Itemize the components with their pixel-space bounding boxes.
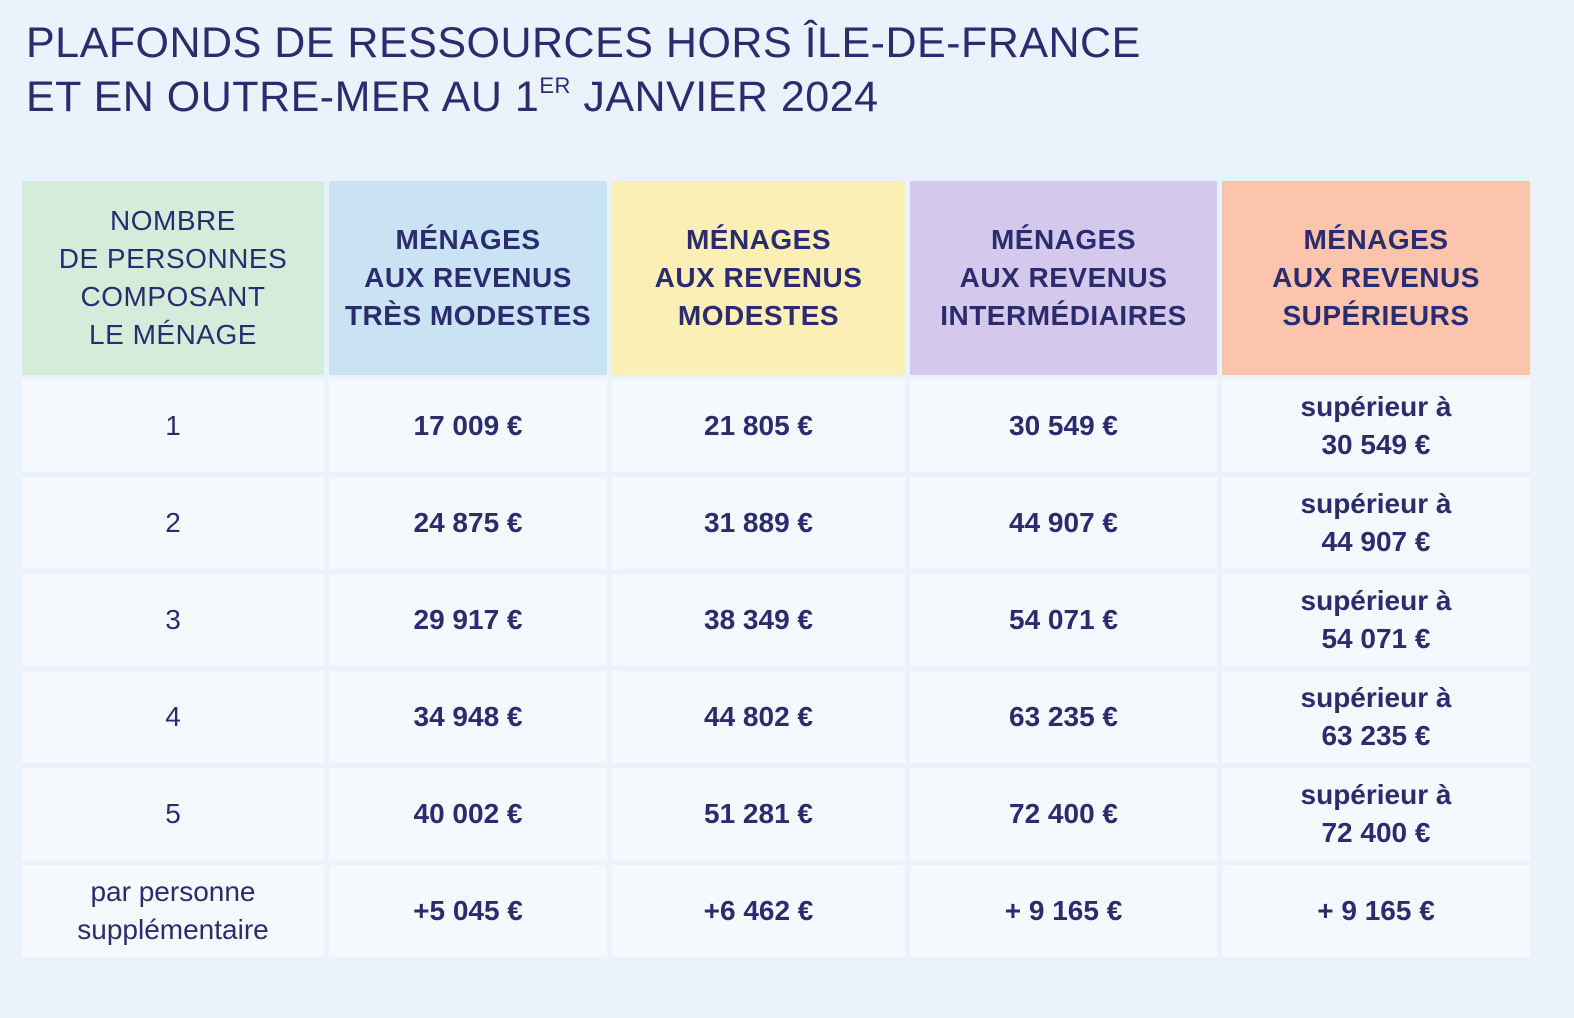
modest-cell: 38 349 € — [612, 574, 905, 666]
modest-cell: 21 805 € — [612, 380, 905, 472]
household-size-cell: 1 — [22, 380, 324, 472]
header-household-size: NOMBRE DE PERSONNES COMPOSANT LE MÉNAGE — [22, 181, 324, 375]
table-row: 1 17 009 € 21 805 € 30 549 € supérieur à… — [22, 380, 1530, 472]
very-modest-cell: 17 009 € — [329, 380, 607, 472]
header-intermediate: MÉNAGES AUX REVENUS INTERMÉDIAIRES — [910, 181, 1217, 375]
header-modest: MÉNAGES AUX REVENUS MODESTES — [612, 181, 905, 375]
upper-cell: supérieur à 63 235 € — [1222, 671, 1530, 763]
upper-cell: supérieur à 72 400 € — [1222, 768, 1530, 860]
very-modest-cell: 34 948 € — [329, 671, 607, 763]
title-superscript: ER — [539, 73, 571, 98]
upper-cell: supérieur à 30 549 € — [1222, 380, 1530, 472]
table-row: 4 34 948 € 44 802 € 63 235 € supérieur à… — [22, 671, 1530, 763]
table-row: 3 29 917 € 38 349 € 54 071 € supérieur à… — [22, 574, 1530, 666]
title-line-2-start: ET EN OUTRE-MER AU 1 — [26, 73, 540, 121]
upper-cell: supérieur à 44 907 € — [1222, 477, 1530, 569]
upper-cell: + 9 165 € — [1222, 865, 1530, 957]
intermediate-cell: 63 235 € — [910, 671, 1217, 763]
intermediate-cell: 72 400 € — [910, 768, 1217, 860]
header-upper: MÉNAGES AUX REVENUS SUPÉRIEURS — [1222, 181, 1530, 375]
title-line-1: PLAFONDS DE RESSOURCES HORS ÎLE-DE-FRANC… — [26, 19, 1141, 67]
intermediate-cell: 54 071 € — [910, 574, 1217, 666]
household-size-cell: 5 — [22, 768, 324, 860]
table-row: 5 40 002 € 51 281 € 72 400 € supérieur à… — [22, 768, 1530, 860]
income-ceiling-table: NOMBRE DE PERSONNES COMPOSANT LE MÉNAGE … — [22, 181, 1530, 962]
modest-cell: 44 802 € — [612, 671, 905, 763]
household-size-cell: 4 — [22, 671, 324, 763]
household-size-cell: 2 — [22, 477, 324, 569]
very-modest-cell: 24 875 € — [329, 477, 607, 569]
household-size-cell: 3 — [22, 574, 324, 666]
intermediate-cell: 44 907 € — [910, 477, 1217, 569]
header-very-modest: MÉNAGES AUX REVENUS TRÈS MODESTES — [329, 181, 607, 375]
table-row-additional-person: par personne supplémentaire +5 045 € +6 … — [22, 865, 1530, 957]
modest-cell: 31 889 € — [612, 477, 905, 569]
very-modest-cell: 29 917 € — [329, 574, 607, 666]
very-modest-cell: 40 002 € — [329, 768, 607, 860]
intermediate-cell: + 9 165 € — [910, 865, 1217, 957]
title-line-2: ET EN OUTRE-MER AU 1ER JANVIER 2024 — [26, 73, 879, 121]
very-modest-cell: +5 045 € — [329, 865, 607, 957]
page-title: PLAFONDS DE RESSOURCES HORS ÎLE-DE-FRANC… — [26, 16, 1141, 124]
table-row: 2 24 875 € 31 889 € 44 907 € supérieur à… — [22, 477, 1530, 569]
upper-cell: supérieur à 54 071 € — [1222, 574, 1530, 666]
additional-person-label: par personne supplémentaire — [22, 865, 324, 957]
table-header-row: NOMBRE DE PERSONNES COMPOSANT LE MÉNAGE … — [22, 181, 1530, 375]
modest-cell: +6 462 € — [612, 865, 905, 957]
title-line-2-end: JANVIER 2024 — [570, 73, 879, 121]
intermediate-cell: 30 549 € — [910, 380, 1217, 472]
modest-cell: 51 281 € — [612, 768, 905, 860]
